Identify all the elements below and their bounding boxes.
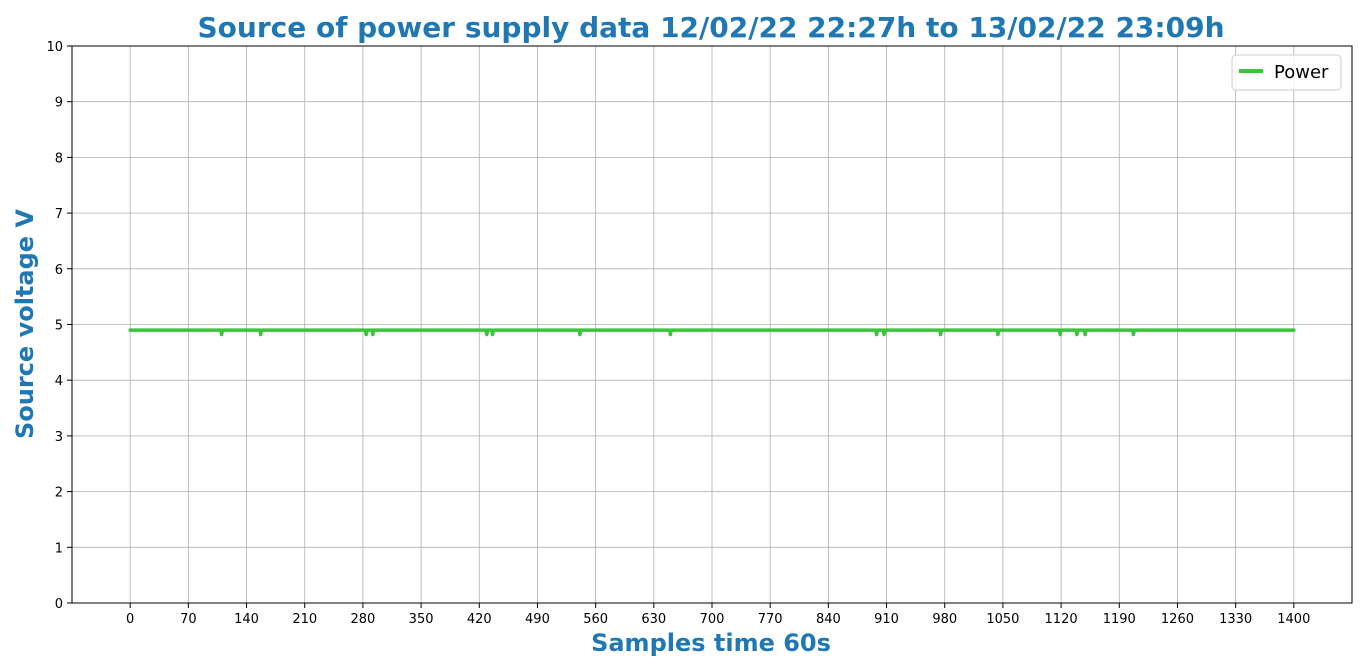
x-tick-label: 1050: [986, 612, 1019, 627]
x-tick-label: 910: [874, 612, 899, 627]
x-tick-label: 1120: [1045, 612, 1078, 627]
y-axis-label: Source voltage V: [11, 209, 39, 439]
y-tick-label: 5: [55, 319, 63, 334]
x-tick-label: 1260: [1161, 612, 1194, 627]
x-tick-label: 1190: [1103, 612, 1136, 627]
y-tick-label: 8: [55, 151, 63, 166]
x-tick-label: 560: [583, 612, 608, 627]
grid-lines: [72, 45, 1352, 604]
y-tick-label: 2: [55, 486, 63, 501]
x-tick-label: 1330: [1219, 612, 1252, 627]
x-tick-label: 980: [932, 612, 957, 627]
x-tick-label: 350: [409, 612, 434, 627]
y-tick-label: 10: [46, 40, 63, 55]
y-axis-ticks: 0 1 2 3 4 5 6 7 8 9 10: [46, 40, 72, 612]
x-axis-ticks: 0 70 140 210 280 350 420 490 560 630 700 770 840 910 9…: [126, 603, 1310, 627]
y-tick-label: 0: [55, 597, 63, 612]
x-tick-label: 280: [350, 612, 375, 627]
legend: Power: [1231, 54, 1342, 91]
x-tick-label: 700: [700, 612, 725, 627]
y-tick-label: 4: [55, 374, 63, 389]
y-tick-label: 9: [55, 96, 63, 111]
x-axis-label: Samples time 60s: [591, 629, 831, 657]
x-tick-label: 770: [758, 612, 783, 627]
x-tick-label: 140: [234, 612, 259, 627]
legend-box: [1231, 54, 1342, 91]
x-tick-label: 70: [180, 612, 197, 627]
x-tick-label: 1400: [1277, 612, 1310, 627]
chart-title: Source of power supply data 12/02/22 22:…: [197, 11, 1224, 44]
series-line-power: [128, 328, 1296, 337]
x-tick-label: 840: [816, 612, 841, 627]
legend-label-power: Power: [1274, 62, 1329, 83]
x-tick-label: 420: [467, 612, 492, 627]
y-tick-label: 7: [55, 207, 63, 222]
x-tick-label: 630: [641, 612, 666, 627]
x-tick-label: 0: [126, 612, 134, 627]
x-tick-label: 490: [525, 612, 550, 627]
y-tick-label: 6: [55, 263, 63, 278]
y-tick-label: 3: [55, 430, 63, 445]
series-layer: [128, 328, 1296, 337]
y-tick-label: 1: [55, 541, 63, 556]
x-tick-label: 210: [292, 612, 317, 627]
